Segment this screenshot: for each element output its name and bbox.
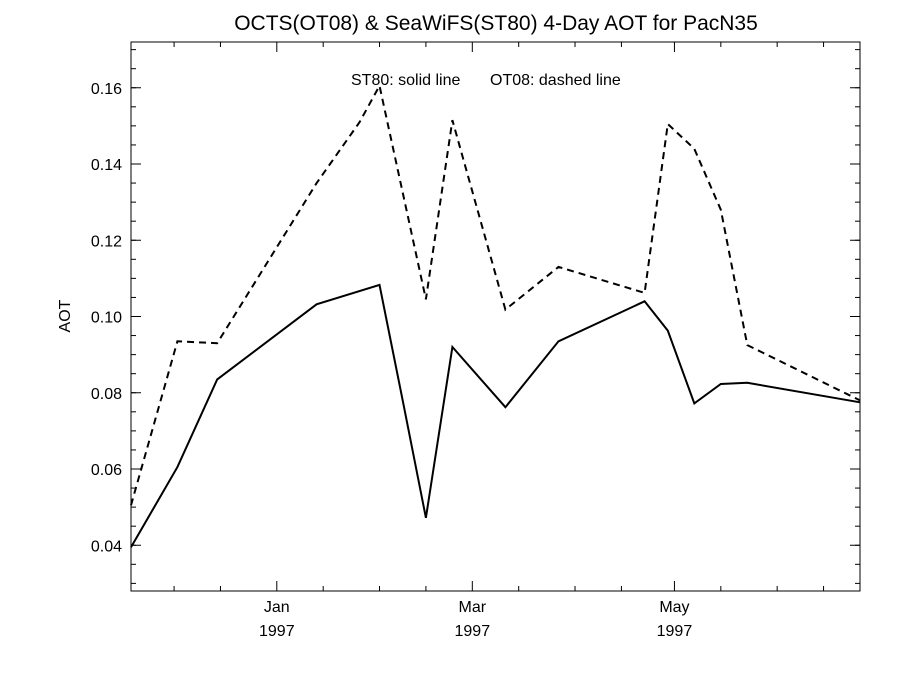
y-axis-label: AOT bbox=[57, 299, 74, 332]
y-tick-label: 0.10 bbox=[91, 310, 122, 327]
series-line-st80 bbox=[130, 283, 861, 548]
x-tick-label-year: 1997 bbox=[259, 623, 295, 640]
axis-ticks: 0.04 0.06 0.08 0.10 0.12 0.14 0.16 Jan 1997 Mar 19… bbox=[91, 42, 860, 640]
y-tick-label: 0.08 bbox=[91, 386, 122, 403]
series-line-ot08 bbox=[130, 82, 861, 506]
x-tick-label-year: 1997 bbox=[455, 623, 491, 640]
x-tick-label-month: Mar bbox=[459, 599, 487, 616]
x-tick-label-month: May bbox=[659, 599, 689, 616]
y-tick-label: 0.14 bbox=[91, 157, 122, 174]
y-tick-label: 0.16 bbox=[91, 81, 122, 98]
y-tick-label: 0.12 bbox=[91, 233, 122, 250]
plot-frame bbox=[130, 41, 861, 592]
dashed-line-annotation: OT08: dashed line bbox=[490, 72, 621, 89]
y-tick-label: 0.06 bbox=[91, 462, 122, 479]
series-lines bbox=[130, 82, 861, 548]
x-tick-label-year: 1997 bbox=[657, 623, 693, 640]
x-tick-label-month: Jan bbox=[264, 599, 290, 616]
chart-title: OCTS(OT08) & SeaWiFS(ST80) 4-Day AOT for… bbox=[234, 12, 758, 35]
solid-line-annotation: ST80: solid line bbox=[351, 72, 460, 89]
y-tick-label: 0.04 bbox=[91, 538, 122, 555]
